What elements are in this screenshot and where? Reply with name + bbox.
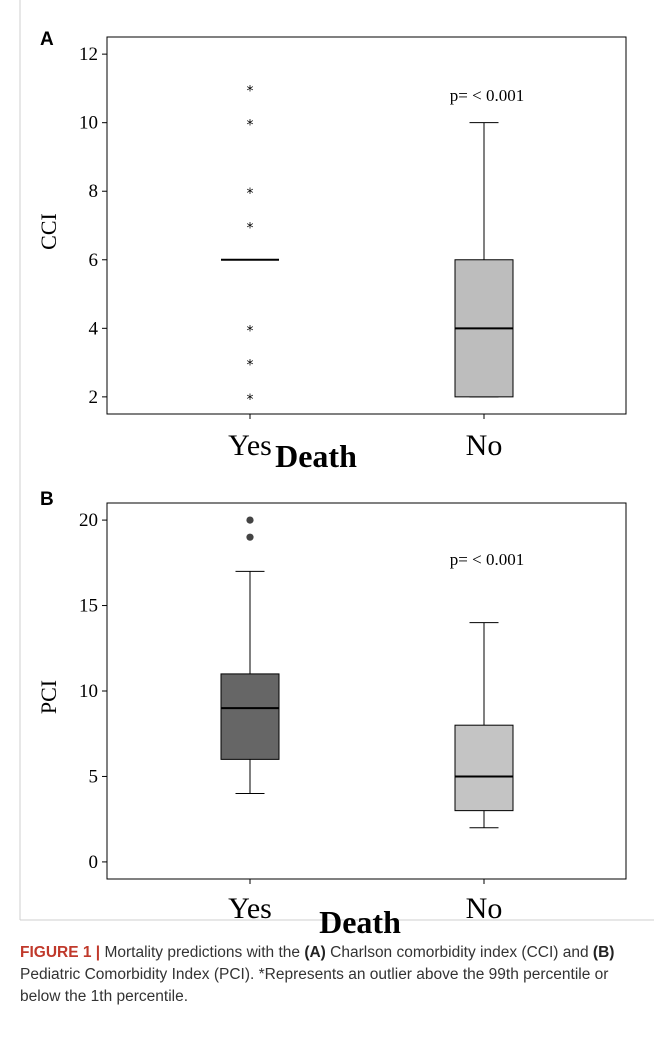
panel-a-category-label: Yes	[228, 429, 272, 462]
panel-a-ytick-label: 10	[79, 113, 98, 134]
outlier-point	[246, 533, 254, 541]
panel-a-letter: A	[40, 29, 54, 50]
caption-text: Charlson comorbidity index (CCI) and	[325, 944, 593, 961]
outlier-star: *	[247, 186, 254, 202]
panel-b: B 0 5 10 15 20 PCI Yes No Death p= < 0.001	[36, 489, 627, 940]
figure-caption: FIGURE 1 | Mortality predictions with th…	[20, 942, 640, 1008]
panel-a-p-value: p= < 0.001	[450, 86, 524, 105]
outlier-star: *	[247, 323, 254, 339]
iqr-box	[220, 673, 280, 760]
panel-b-ytick-label: 15	[79, 596, 98, 617]
panel-b-letter: B	[40, 489, 54, 510]
panel-b-ytick-label: 5	[89, 766, 99, 787]
iqr-box	[454, 724, 514, 812]
outlier-star: *	[247, 358, 254, 374]
caption-text: Mortality predictions with the	[100, 944, 305, 961]
panel-a: A 2 4 6 8 10 12 CCI Yes No Death p= < 0.001 * * * * * * *	[36, 29, 627, 474]
panel-b-ytick-label: 10	[79, 681, 98, 702]
panel-b-category-label: Yes	[228, 892, 272, 925]
panel-b-ytick-label: 20	[79, 510, 98, 531]
caption-text: (B)	[592, 944, 615, 961]
panel-b-category-label: No	[466, 892, 503, 925]
panel-b-x-axis-label: Death	[319, 904, 401, 940]
panel-a-y-axis-label: CCI	[36, 213, 61, 250]
panel-b-y-axis-label: PCI	[36, 680, 61, 714]
panel-b-box-no	[454, 622, 514, 829]
panel-a-x-axis-label: Death	[275, 438, 357, 474]
panel-a-box-no	[454, 122, 514, 398]
caption-figure-label: FIGURE 1 |	[20, 944, 101, 961]
panel-a-ytick-label: 12	[79, 44, 98, 65]
outlier-star: *	[247, 83, 254, 99]
outlier-star: *	[247, 392, 254, 408]
panel-b-p-value: p= < 0.001	[450, 550, 524, 569]
panel-a-box-yes: * * * * * * *	[221, 83, 279, 408]
panel-a-category-label: No	[466, 429, 503, 462]
panel-a-ytick-label: 2	[89, 387, 99, 408]
outlier-star: *	[247, 118, 254, 134]
panel-b-plot-frame	[106, 502, 627, 880]
panel-b-ytick-label: 0	[89, 852, 99, 873]
outlier-star: *	[247, 221, 254, 237]
caption-text: (A)	[304, 944, 326, 961]
panel-a-ytick-label: 4	[89, 318, 99, 339]
panel-a-ytick-label: 6	[89, 250, 99, 271]
panel-a-plot-frame	[106, 36, 627, 415]
caption-text: Pediatric Comorbidity Index (PCI). *Repr…	[20, 966, 609, 1005]
panel-a-ytick-label: 8	[89, 181, 99, 202]
panel-b-box-yes	[220, 516, 280, 795]
outlier-point	[246, 516, 254, 524]
